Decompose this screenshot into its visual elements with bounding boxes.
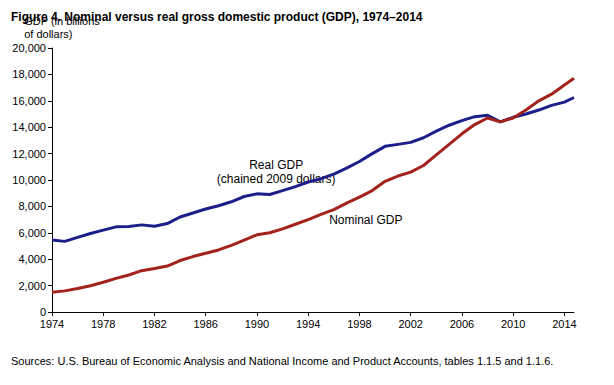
svg-text:2014: 2014 [552, 318, 576, 330]
svg-text:14,000: 14,000 [12, 121, 46, 133]
svg-text:Nominal GDP: Nominal GDP [329, 213, 402, 227]
svg-text:1986: 1986 [193, 318, 217, 330]
svg-text:1990: 1990 [245, 318, 269, 330]
svg-text:2,000: 2,000 [18, 280, 46, 292]
svg-text:6,000: 6,000 [18, 227, 46, 239]
svg-text:1974: 1974 [40, 318, 64, 330]
svg-text:of dollars): of dollars) [24, 28, 72, 40]
svg-text:Real GDP: Real GDP [249, 158, 303, 172]
svg-text:1994: 1994 [296, 318, 320, 330]
svg-text:2002: 2002 [398, 318, 422, 330]
svg-text:10,000: 10,000 [12, 174, 46, 186]
svg-text:2006: 2006 [450, 318, 474, 330]
svg-text:12,000: 12,000 [12, 148, 46, 160]
svg-text:Sources: U.S. Bureau of Econom: Sources: U.S. Bureau of Economic Analysi… [11, 355, 553, 367]
svg-text:1982: 1982 [142, 318, 166, 330]
svg-text:18,000: 18,000 [12, 68, 46, 80]
svg-text:Figure 4. Nominal versus real: Figure 4. Nominal versus real gross dome… [11, 10, 423, 24]
svg-text:1978: 1978 [91, 318, 115, 330]
svg-text:8,000: 8,000 [18, 200, 46, 212]
svg-text:1998: 1998 [347, 318, 371, 330]
svg-text:(chained 2009 dollars): (chained 2009 dollars) [216, 172, 336, 187]
svg-text:4,000: 4,000 [18, 253, 46, 265]
svg-text:2010: 2010 [501, 318, 525, 330]
svg-text:20,000: 20,000 [12, 42, 46, 54]
svg-text:16,000: 16,000 [12, 95, 46, 107]
svg-text:0: 0 [40, 306, 46, 318]
